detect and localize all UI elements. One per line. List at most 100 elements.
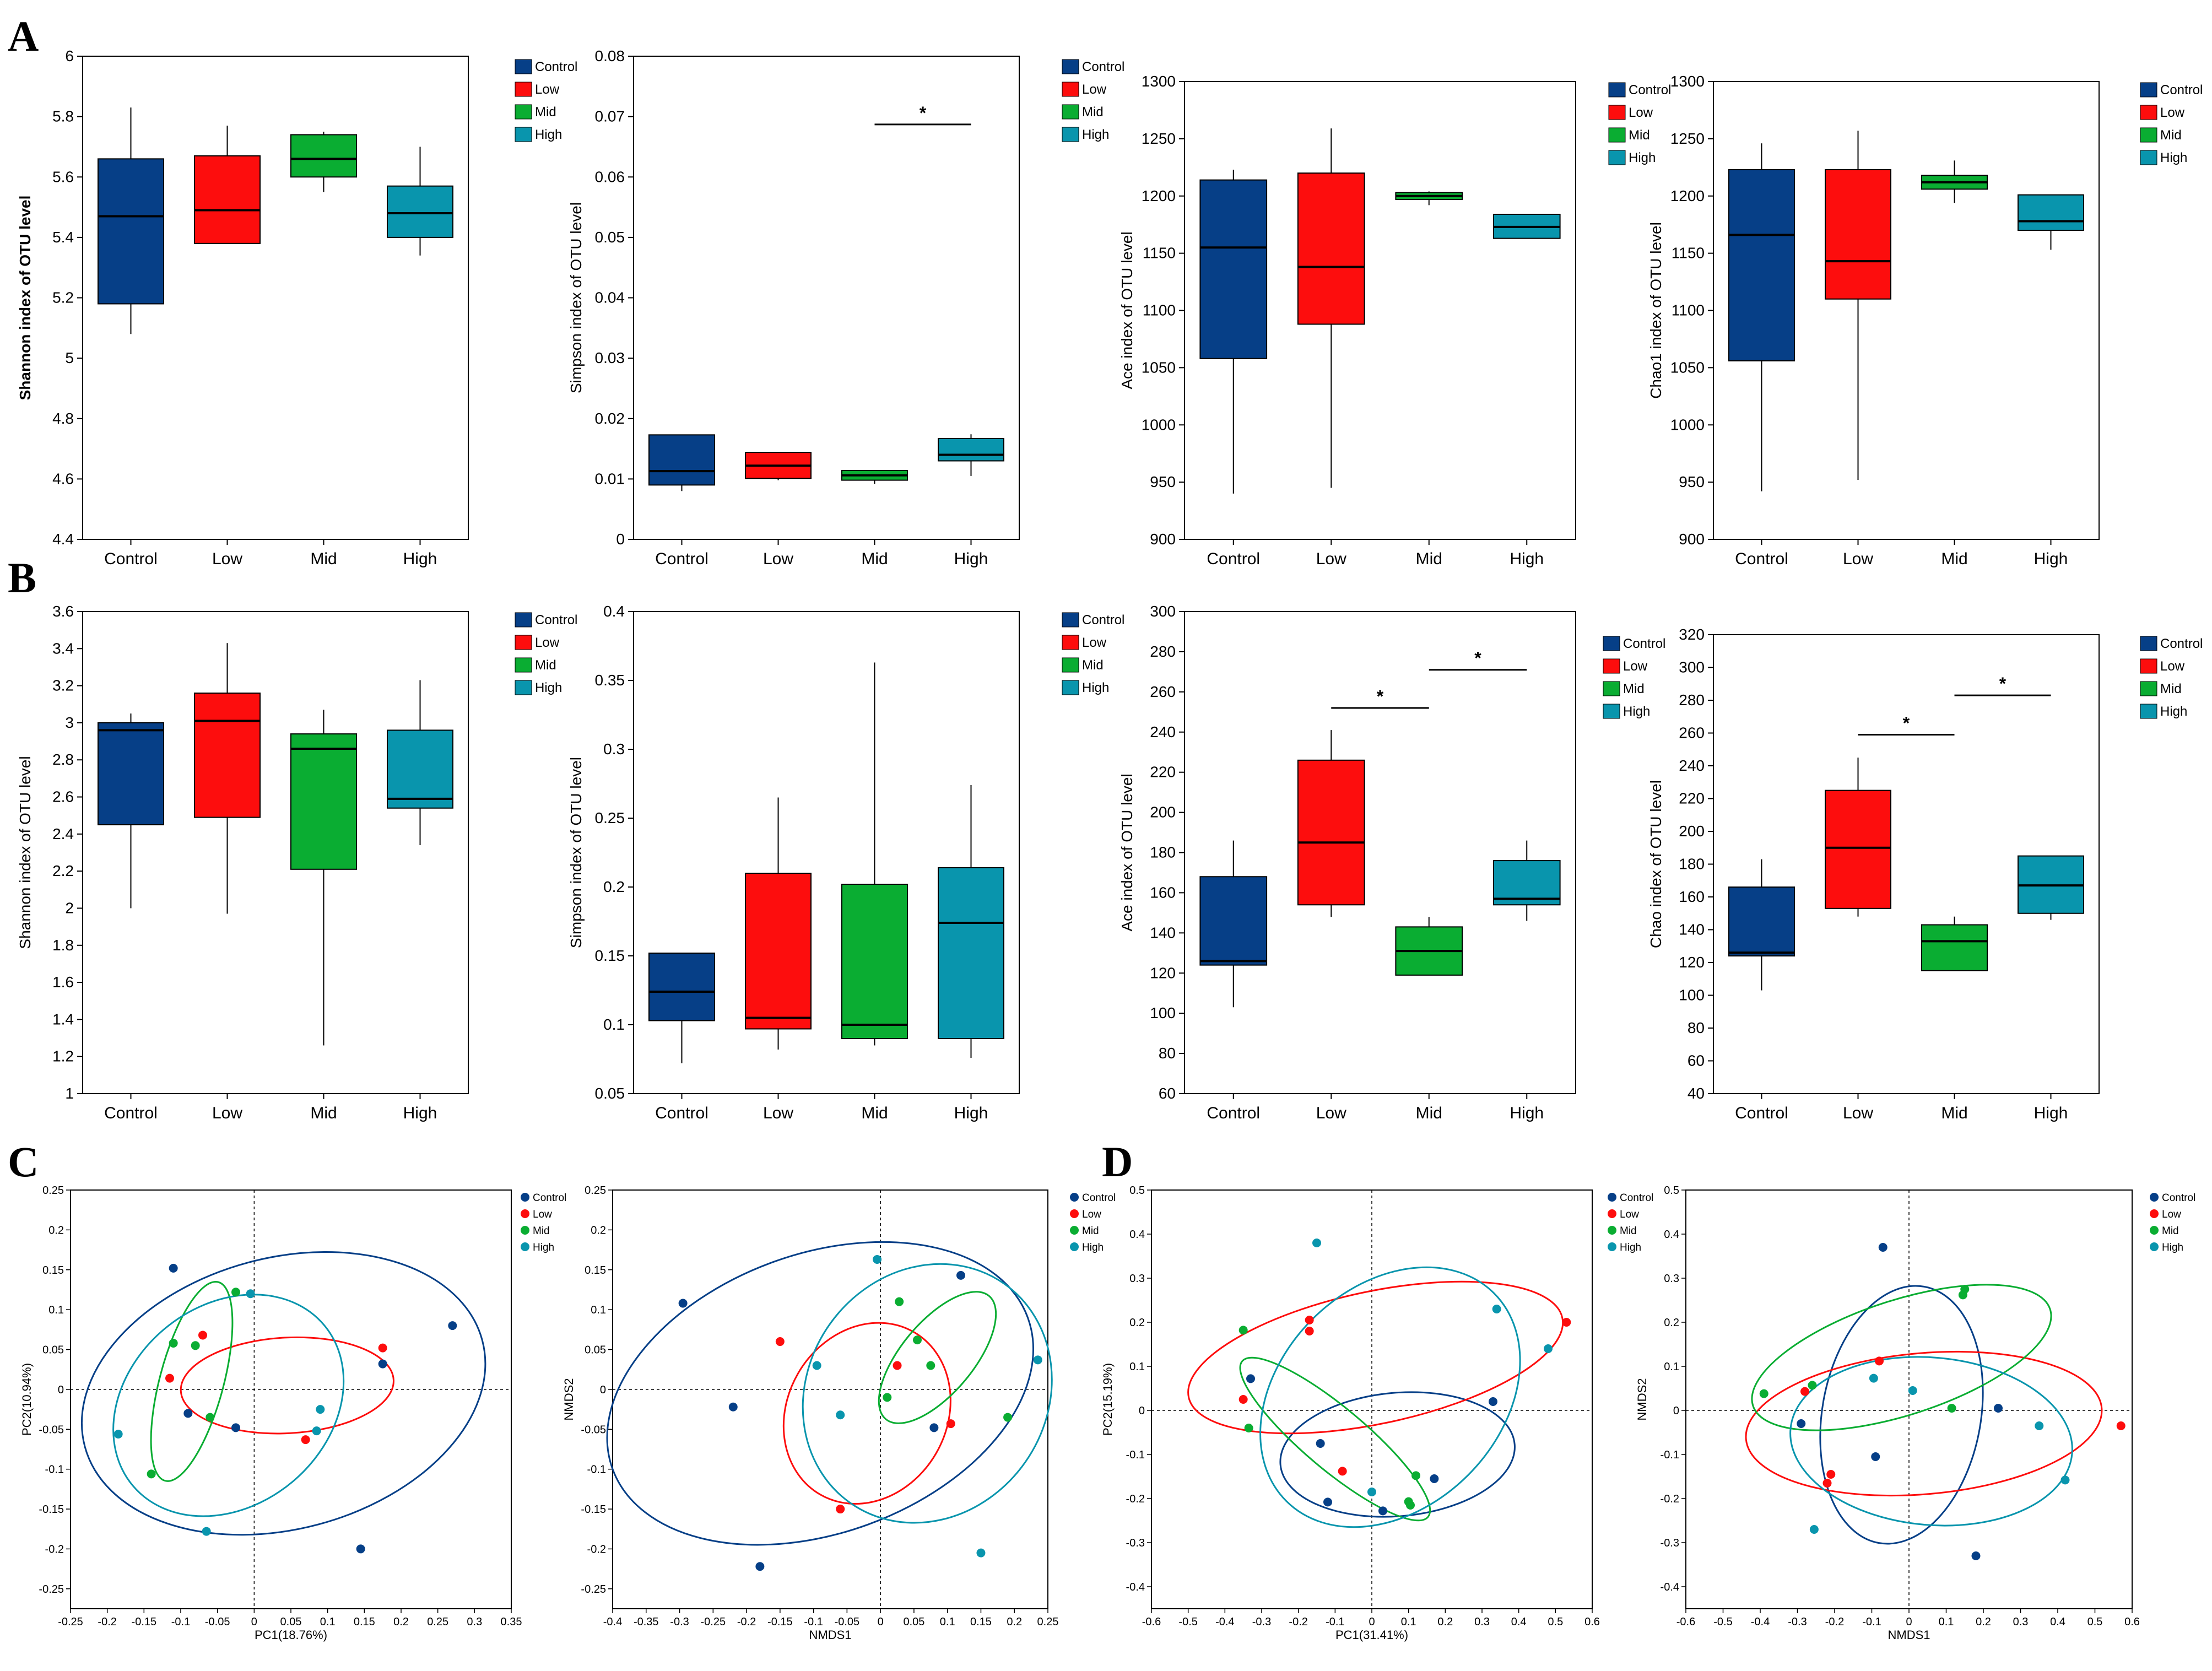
c2-legend-dot-low — [1070, 1209, 1079, 1218]
a2-xtick-label-mid: Mid — [861, 550, 888, 568]
d1-ytick-label: 0.1 — [1129, 1361, 1145, 1373]
c2-xtick-label: 0.1 — [940, 1616, 955, 1628]
d2-point-low — [1875, 1356, 1884, 1366]
ordination-c2: -0.4 -0.35 -0.3 -0.25 -0.2 -0.15 -0.1 -0.05 0 0.0… — [562, 1185, 1116, 1642]
b3-ytick-label: 180 — [1150, 844, 1176, 861]
a4-y-axis-label: Chao1 index of OTU level — [1647, 222, 1664, 399]
b4-ytick-label: 300 — [1679, 659, 1705, 676]
d1-ellipse-control — [1279, 1391, 1516, 1518]
d2-point-mid — [1947, 1404, 1956, 1413]
a1-y-axis-label: Shannon index of OTU level — [17, 196, 34, 401]
c1-point-mid — [147, 1469, 156, 1479]
c1-point-low — [301, 1435, 310, 1445]
d2-ytick-label: -0.2 — [1661, 1493, 1679, 1505]
b2-ytick-label: 0.4 — [603, 603, 625, 620]
c1-point-mid — [169, 1338, 178, 1348]
c1-x-axis-label: PC1(18.76%) — [255, 1628, 327, 1642]
a4-legend-label-high: High — [2160, 150, 2187, 165]
a4-ytick-label: 1050 — [1670, 359, 1705, 376]
b2-legend-label-high: High — [1082, 680, 1109, 695]
b1-legend-swatch-mid — [515, 657, 532, 673]
c1-legend-label-mid: Mid — [533, 1225, 550, 1237]
d1-point-mid — [1411, 1471, 1420, 1480]
b3-box-mid — [1395, 917, 1463, 976]
d1-ellipse-high — [1259, 1266, 1521, 1528]
b3-legend-swatch-control — [1603, 636, 1620, 651]
a3-ytick-label: 1300 — [1142, 73, 1176, 90]
d2-xtick-label: 0.4 — [2050, 1616, 2065, 1628]
b3-ytick-label: 140 — [1150, 924, 1176, 941]
b2-plot-frame — [633, 611, 1020, 1094]
d2-xtick-label: 0 — [1906, 1616, 1912, 1628]
c2-xtick-label: -0.25 — [701, 1616, 726, 1628]
a3-box-high — [1492, 213, 1561, 239]
a3-box-body-low — [1297, 172, 1365, 325]
d1-legend-dot-mid — [1608, 1226, 1616, 1235]
a4-legend: Control Low Mid High — [2140, 82, 2203, 165]
boxplot-b2: 0.05 0.1 0.15 0.2 0.25 0.3 0.35 0.4 Control Low Mi… — [567, 603, 1124, 1122]
c1-plot-frame — [70, 1189, 512, 1609]
b3-box-body-control — [1199, 876, 1268, 966]
c1-xtick-label: -0.1 — [171, 1616, 190, 1628]
b4-legend-label-low: Low — [2160, 659, 2185, 674]
c2-ellipse-high — [802, 1263, 1053, 1524]
c1-point-mid — [231, 1288, 240, 1297]
a2-box-mid — [841, 470, 908, 484]
c2-ytick-label: 0.25 — [585, 1185, 606, 1197]
a4-ytick-label: 1000 — [1670, 416, 1705, 433]
a1-ytick-label: 6 — [65, 47, 74, 64]
a4-box-low — [1825, 131, 1891, 480]
a4-legend-label-control: Control — [2160, 83, 2203, 98]
d1-point-control — [1378, 1506, 1387, 1516]
b1-ytick-label: 1.8 — [52, 937, 74, 954]
a1-legend-swatch-high — [515, 127, 532, 142]
c2-point-high — [836, 1410, 845, 1420]
a2-legend-swatch-high — [1062, 127, 1079, 142]
a3-box-body-control — [1199, 179, 1268, 359]
d2-point-low — [1800, 1387, 1809, 1396]
b3-legend-label-low: Low — [1623, 659, 1648, 674]
d2-point-low — [2116, 1421, 2126, 1430]
b3-box-body-high — [1492, 860, 1561, 906]
b4-ytick-label: 160 — [1679, 888, 1705, 905]
a2-xtick-label-control: Control — [655, 550, 709, 568]
b1-ytick-label: 1.4 — [52, 1010, 74, 1028]
boxplot-b3: 60 80 100 120 140 160 180 200 220 240 260 280 300 Con… — [1118, 603, 1665, 1122]
b4-ytick-label: 60 — [1688, 1052, 1705, 1069]
c2-xtick-label: 0 — [878, 1616, 884, 1628]
c2-point-mid — [1003, 1413, 1013, 1422]
a1-legend-swatch-mid — [515, 104, 532, 120]
a1-ytick-label: 4.4 — [52, 531, 74, 548]
d2-xtick-label: -0.3 — [1788, 1616, 1807, 1628]
a2-box-body-high — [938, 437, 1004, 462]
b1-legend: Control Low Mid High — [515, 612, 577, 695]
a1-legend-label-high: High — [535, 127, 562, 142]
a3-ytick-label: 1050 — [1142, 359, 1176, 376]
d1-ytick-label: 0 — [1139, 1405, 1145, 1417]
b2-xtick-label-high: High — [954, 1104, 988, 1122]
d1-xtick-label: -0.4 — [1215, 1616, 1234, 1628]
a3-ytick-label: 1100 — [1143, 302, 1176, 319]
b1-legend-swatch-low — [515, 635, 532, 650]
c2-xtick-label: 0.25 — [1037, 1616, 1059, 1628]
c2-ytick-label: 0.1 — [591, 1304, 606, 1316]
d1-point-low — [1238, 1395, 1248, 1404]
b3-legend: Control Low Mid High — [1603, 636, 1665, 719]
d1-ytick-label: 0.2 — [1129, 1317, 1145, 1329]
d2-ytick-label: 0.1 — [1664, 1361, 1679, 1373]
d1-y-axis-label: PC2(15.19%) — [1101, 1363, 1115, 1436]
c2-point-low — [775, 1337, 785, 1346]
c2-y-axis-label: NMDS2 — [562, 1378, 576, 1420]
b2-legend-swatch-high — [1062, 680, 1079, 695]
c1-point-low — [165, 1373, 174, 1383]
d2-point-high — [1869, 1373, 1878, 1383]
b4-ytick-label: 140 — [1679, 921, 1705, 938]
d2-ellipse-low — [1745, 1350, 2103, 1497]
b1-y-axis-label: Shannon index of OTU level — [17, 756, 34, 949]
c1-legend-label-high: High — [533, 1242, 554, 1253]
d2-ytick-label: -0.4 — [1661, 1581, 1679, 1593]
c1-xtick-label: 0.2 — [393, 1616, 409, 1628]
a1-ytick-label: 4.6 — [52, 470, 74, 487]
panel-label-b: B — [8, 554, 36, 602]
d2-ytick-label: -0.3 — [1661, 1537, 1679, 1549]
